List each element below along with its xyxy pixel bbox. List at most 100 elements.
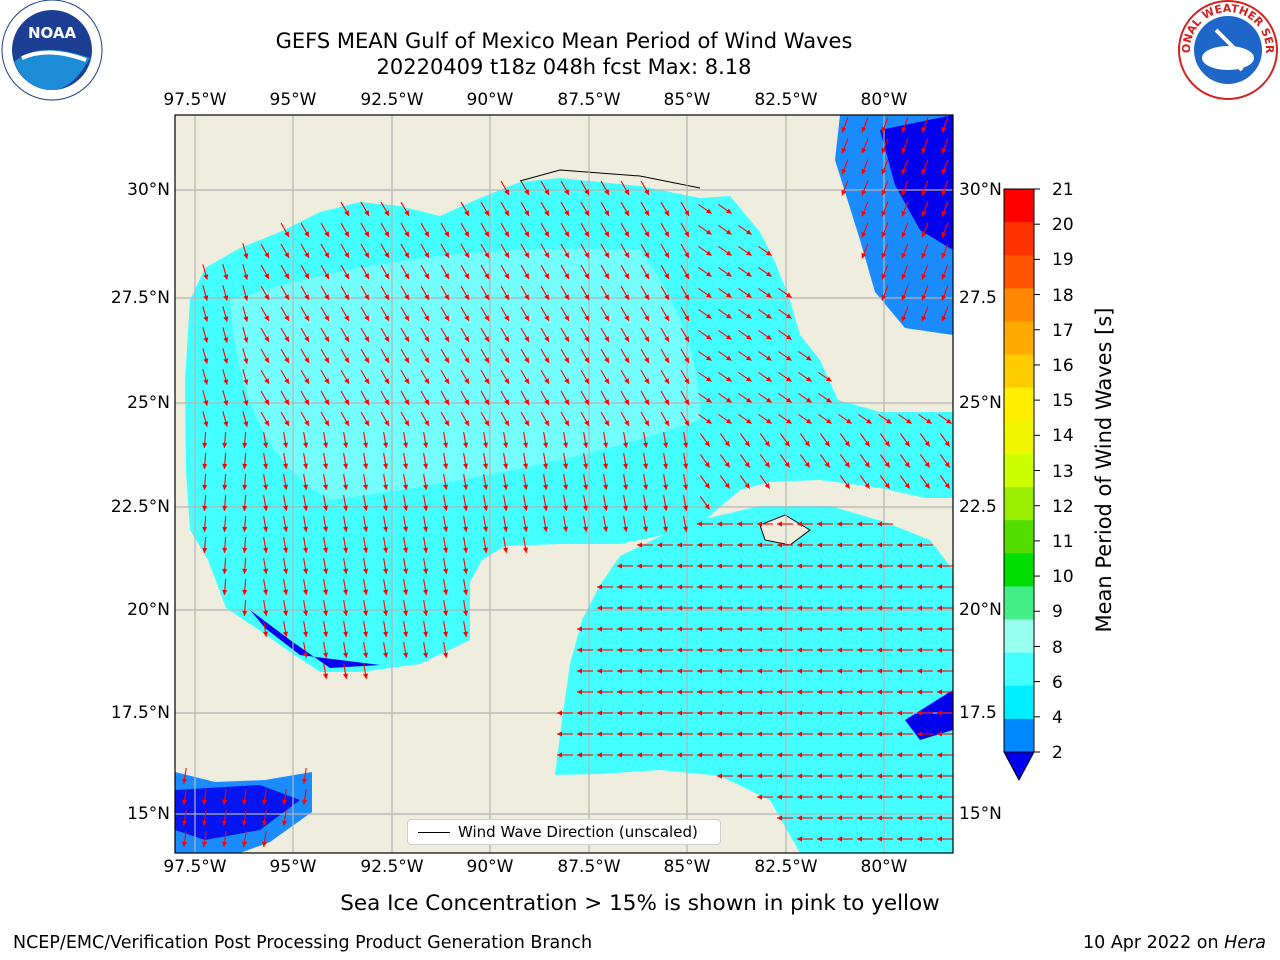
wave-arrow-head [766,250,772,256]
wave-arrow-head [261,841,268,847]
wave-arrow [857,605,873,611]
wave-arrow-head [786,418,792,424]
wave-arrow-head [442,484,449,490]
wave-arrow [797,584,813,590]
wave-arrow [202,431,208,449]
wave-arrow-head [577,668,582,674]
wave-arrow-head [817,668,822,674]
wave-arrow [422,600,429,616]
wave-arrow-head [282,589,289,595]
colorbar-swatch [1004,619,1034,654]
wave-arrow-head [706,334,712,340]
wave-arrow-head [322,631,329,637]
wave-arrow [422,495,429,511]
wave-arrow-head [901,315,907,322]
wave-arrow [857,584,873,590]
wave-arrow-head [937,752,942,758]
wave-arrow-head [697,731,702,737]
wave-arrow-head [402,484,409,490]
wave-arrow [737,773,753,779]
wave-arrow-head [901,294,907,301]
wave-arrow-head [921,252,927,259]
wave-arrow-head [384,378,389,384]
wave-arrow-head [564,294,569,300]
wave-arrow [242,348,249,364]
wave-arrow-head [544,210,549,216]
wave-arrow-head [737,563,742,569]
wave-arrow-head [897,794,902,800]
lat-tick-left: 20°N [127,600,170,620]
wave-arrow [637,668,653,674]
wave-arrow [738,267,752,277]
wave-arrow-head [422,505,429,511]
wave-arrow-head [697,563,702,569]
wave-arrow [798,393,812,403]
wave-arrow [260,285,270,301]
wave-arrow [677,584,693,590]
wave-arrow-head [342,442,349,448]
wave-arrow-head [837,752,842,758]
wave-arrow-head [242,463,248,469]
wave-arrow-head [697,752,702,758]
wave-arrow [777,647,793,653]
wave-arrow [460,327,470,343]
wave-arrow-head [562,505,569,511]
wave-arrow [817,584,833,590]
wave-arrow-head [284,399,289,405]
wave-arrow-head [243,421,249,427]
wave-arrow-head [617,584,622,590]
wave-arrow [937,752,953,758]
wave-arrow-head [242,505,248,511]
wave-arrow [280,369,290,385]
wave-arrow [262,600,269,616]
wave-arrow-head [877,626,882,632]
wave-arrow-head [522,526,529,532]
wave-arrow-head [642,505,649,511]
wave-arrow-head [604,315,609,321]
noaa-logo-text: NOAA [28,24,77,42]
wave-arrow [718,393,732,403]
wave-arrow-head [604,294,609,300]
wave-arrow [757,605,773,611]
wave-arrow [657,542,673,548]
wave-arrow-head [644,336,649,342]
wave-arrow [837,794,853,800]
wave-arrow-head [484,336,489,342]
wave-arrow-head [424,273,429,279]
wave-arrow [362,621,369,637]
wave-arrow [939,475,951,489]
wave-arrow-head [242,547,248,553]
wave-arrow-head [881,147,887,154]
wave-arrow [759,454,771,468]
wave-arrow-head [597,689,602,695]
wave-arrow [261,810,268,826]
wave-arrow [717,563,733,569]
wave-arrow [302,495,309,511]
wave-arrow-head [564,252,569,258]
wave-arrow [382,537,389,553]
wave-arrow-head [857,584,862,590]
lon-tick-bottom: 80°W [860,857,908,877]
wave-arrow-head [766,271,772,277]
wave-arrow-head [464,357,469,363]
wave-arrow-head [901,252,907,259]
wave-arrow-head [841,147,847,154]
wave-arrow-head [262,526,269,532]
wave-arrow-head [464,399,469,405]
wave-arrow-head [564,420,569,426]
wave-arrow-head [462,589,469,595]
wave-arrow [698,351,712,361]
colorbar-tick: 6 [1052,673,1063,693]
wave-arrow-head [522,463,529,469]
lat-tick-right: 25°N [959,393,1002,413]
wave-arrow [420,243,430,259]
colorbar-swatch [1004,222,1034,256]
wave-arrow-head [857,689,862,695]
wave-arrow [797,710,813,716]
wave-arrow-head [937,563,942,569]
wave-arrow-head [482,442,489,448]
wave-arrow-head [737,731,742,737]
wave-arrow [917,773,933,779]
wave-arrow-head [746,250,752,256]
wave-arrow [738,414,752,424]
